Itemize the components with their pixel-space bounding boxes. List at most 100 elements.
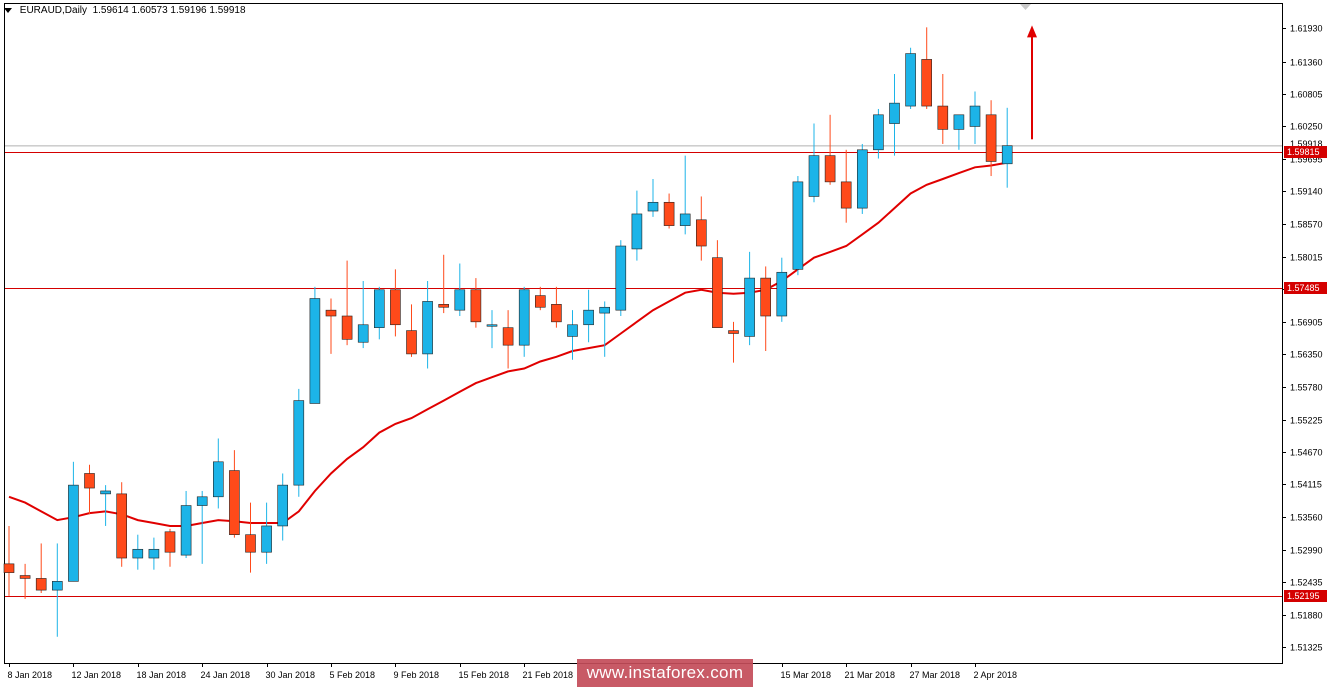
- candle-body: [551, 304, 562, 323]
- candle-body: [615, 245, 627, 311]
- candle-body: [470, 289, 482, 323]
- candle-body: [277, 484, 289, 527]
- candle: [502, 310, 514, 369]
- candle: [728, 321, 739, 363]
- candle-body: [309, 298, 321, 404]
- candle: [438, 254, 450, 314]
- x-tick-label: 15 Feb 2018: [459, 670, 510, 680]
- candle: [663, 193, 675, 229]
- current-price-label: 1.59918: [1290, 139, 1323, 149]
- up-arrow-icon: [1027, 25, 1037, 38]
- candle: [905, 47, 916, 109]
- candle-body: [663, 201, 675, 226]
- y-tick-label: 1.61930: [1290, 24, 1323, 34]
- candle: [631, 190, 643, 261]
- candle-body: [196, 496, 208, 506]
- candle-body: [760, 277, 772, 317]
- level-tag: [1284, 146, 1327, 158]
- candle-body: [889, 102, 900, 124]
- candle-body: [390, 289, 401, 326]
- y-tick-label: 1.59695: [1290, 155, 1323, 165]
- level-tag: [1284, 590, 1327, 602]
- candle: [406, 304, 417, 357]
- candle: [889, 73, 900, 156]
- candle-body: [3, 563, 15, 573]
- candle-body: [422, 301, 433, 355]
- candle-body: [792, 181, 804, 270]
- candle: [824, 114, 836, 185]
- scroll-marker-icon[interactable]: [1020, 4, 1031, 10]
- candle: [325, 298, 337, 354]
- y-tick-label: 1.58015: [1290, 253, 1323, 263]
- candle: [599, 301, 611, 357]
- candle-body: [631, 213, 643, 250]
- candle-body: [341, 315, 353, 340]
- candle-body: [502, 327, 514, 346]
- candle: [921, 27, 933, 109]
- candle: [534, 286, 546, 311]
- candle-body: [229, 470, 240, 535]
- candle: [196, 490, 208, 564]
- candle: [341, 260, 353, 346]
- candle: [35, 543, 47, 594]
- candle: [776, 257, 788, 322]
- y-tick-label: 1.61360: [1290, 58, 1323, 68]
- candle-body: [68, 484, 79, 582]
- x-tick-label: 21 Mar 2018: [845, 670, 896, 680]
- y-tick-label: 1.55225: [1290, 416, 1323, 426]
- candle: [293, 388, 305, 497]
- candle: [100, 485, 111, 526]
- candle: [19, 563, 31, 599]
- candle-body: [261, 525, 272, 553]
- candle-body: [583, 309, 594, 326]
- dropdown-triangle-icon[interactable]: [4, 8, 12, 13]
- candle-body: [647, 201, 659, 212]
- x-tick-label: 27 Mar 2018: [910, 670, 961, 680]
- candle-body: [744, 277, 755, 337]
- candle: [132, 534, 144, 570]
- candle: [261, 502, 272, 564]
- horizontal-levels: [5, 145, 1282, 597]
- candle: [470, 278, 482, 328]
- candle: [454, 263, 466, 317]
- candle: [712, 240, 723, 328]
- y-tick-label: 1.54115: [1290, 480, 1322, 490]
- candle: [213, 438, 224, 509]
- moving-average-layer: [8, 161, 1008, 527]
- candle-body: [969, 105, 981, 127]
- candle-body: [921, 59, 933, 107]
- candle-body: [856, 149, 868, 209]
- y-tick-label: 1.54670: [1290, 448, 1323, 458]
- y-tick-label: 1.55780: [1290, 383, 1323, 393]
- candle-body: [808, 155, 820, 197]
- candle-body: [19, 575, 31, 579]
- y-tick-label: 1.56350: [1290, 350, 1323, 360]
- candle-body: [373, 289, 385, 328]
- price-axis: 1.61930 1.61360 1.60805 1.60250 1.59695 1.591…: [1282, 24, 1327, 653]
- candle: [422, 281, 433, 369]
- candle-body: [953, 114, 965, 130]
- candle: [567, 310, 578, 360]
- candle: [583, 289, 594, 343]
- level-tag: [1284, 282, 1327, 294]
- chart-header: EURAUD,Daily 1.59614 1.60573 1.59196 1.5…: [4, 5, 246, 16]
- candle: [164, 528, 176, 567]
- y-tick-label: 1.60250: [1290, 122, 1323, 132]
- level-tag-label: 1.57485: [1287, 283, 1320, 293]
- time-axis: 8 Jan 2018 12 Jan 2018 18 Jan 2018 24 Jan 2…: [8, 663, 1017, 680]
- candle: [647, 178, 659, 217]
- candle: [245, 502, 256, 573]
- candle: [615, 240, 627, 317]
- y-tick-label: 1.52990: [1290, 546, 1323, 556]
- candle: [969, 91, 981, 144]
- candle: [695, 196, 707, 261]
- candle: [51, 543, 63, 637]
- candle-body: [148, 548, 160, 559]
- candle: [486, 310, 498, 349]
- candle-body: [293, 400, 305, 486]
- candle-body: [245, 534, 256, 553]
- candle-body: [357, 324, 369, 343]
- candle: [3, 525, 15, 596]
- x-tick-label: 12 Jan 2018: [72, 670, 122, 680]
- candle: [856, 143, 868, 214]
